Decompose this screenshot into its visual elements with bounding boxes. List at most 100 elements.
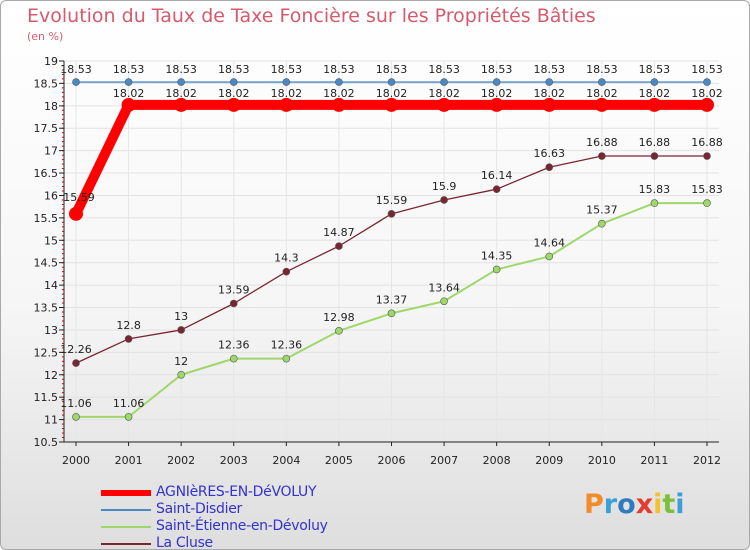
data-label-2: 12.36 [271, 339, 303, 352]
series-point-2 [492, 265, 501, 274]
data-label-2: 15.83 [691, 183, 723, 196]
y-tick-label: 15.5 [34, 212, 59, 225]
series-point-1 [177, 78, 185, 86]
data-label-1: 18.53 [271, 63, 303, 76]
data-label-0: 18.02 [534, 87, 566, 100]
data-label-2: 12.36 [218, 339, 250, 352]
x-tick-label: 2009 [535, 454, 563, 467]
series-point-2 [598, 219, 606, 228]
data-label-0: 15.59 [63, 191, 95, 204]
data-label-2: 14.64 [534, 236, 566, 249]
data-label-0: 18.02 [376, 87, 408, 100]
data-label-2: 12 [174, 355, 188, 368]
data-label-1: 18.53 [691, 63, 723, 76]
data-label-1: 18.53 [639, 63, 671, 76]
series-point-2 [72, 413, 80, 421]
x-tick-label: 2001 [115, 454, 143, 467]
logo-letter: x [635, 489, 654, 520]
series-point-1 [545, 78, 554, 86]
series-point-0 [331, 97, 346, 112]
series-point-1 [650, 78, 659, 86]
x-tick-label: 2011 [640, 454, 668, 467]
series-point-2 [177, 370, 185, 379]
y-tick-label: 18.5 [34, 77, 59, 90]
data-label-2: 13.37 [376, 293, 408, 306]
series-point-1 [229, 78, 238, 86]
data-label-1: 18.53 [481, 63, 513, 76]
series-point-0 [489, 97, 504, 112]
data-label-0: 18.02 [481, 87, 513, 100]
series-point-0 [647, 97, 662, 112]
y-tick-label: 18 [44, 100, 58, 113]
series-point-3 [703, 152, 711, 160]
data-label-3: 12.8 [116, 319, 141, 332]
series-point-3 [72, 359, 80, 367]
series-point-0 [279, 97, 294, 112]
data-label-1: 18.53 [218, 63, 250, 76]
y-tick-label: 17.5 [34, 122, 59, 135]
x-tick-label: 2005 [325, 454, 353, 467]
logo-letter: i [653, 489, 663, 520]
logo-letter: t [662, 489, 676, 520]
data-label-0: 18.02 [691, 87, 723, 100]
y-tick-label: 12 [44, 369, 58, 382]
series-point-2 [124, 413, 133, 421]
data-label-1: 18.53 [113, 63, 145, 76]
series-point-1 [282, 78, 291, 86]
data-label-2: 13.64 [428, 281, 460, 294]
logo-letter: r [603, 489, 618, 520]
y-tick-label: 19 [44, 55, 58, 68]
x-tick-label: 2010 [588, 454, 616, 467]
unit-label: (en %) [27, 30, 64, 43]
series-point-0 [542, 97, 557, 112]
data-label-3: 14.87 [323, 226, 355, 239]
data-label-2: 14.35 [481, 249, 513, 262]
y-tick-label: 15 [44, 234, 58, 247]
data-label-1: 18.53 [586, 63, 618, 76]
series-point-0 [121, 97, 136, 112]
data-label-3: 14.3 [274, 252, 299, 265]
data-label-0: 18.02 [586, 87, 618, 100]
data-label-2: 15.37 [586, 204, 618, 217]
legend-label-saint-etienne: Saint-Étienne-en-Dévoluy [156, 518, 328, 534]
series-point-3 [282, 267, 291, 276]
series-point-1 [335, 78, 343, 86]
y-tick-label: 11 [44, 414, 58, 427]
data-label-0: 18.02 [639, 87, 671, 100]
series-point-3 [440, 196, 448, 204]
legend-swatch-agnieres [101, 490, 151, 496]
logo-letter: i [675, 489, 685, 520]
x-tick-label: 2002 [167, 454, 195, 467]
y-tick-label: 13 [44, 324, 58, 337]
series-point-2 [387, 309, 396, 318]
series-point-0 [700, 97, 714, 112]
y-tick-label: 11.5 [34, 391, 59, 404]
series-point-0 [174, 97, 189, 112]
legend-label-la-cluse: La Cluse [156, 535, 213, 550]
x-tick-label: 2012 [693, 454, 721, 467]
series-point-2 [440, 297, 448, 306]
data-label-2: 15.83 [639, 183, 671, 196]
series-point-3 [177, 326, 185, 334]
data-label-2: 11.06 [60, 397, 92, 410]
x-tick-label: 2007 [430, 454, 458, 467]
y-tick-label: 14 [44, 279, 58, 292]
data-label-0: 18.02 [113, 87, 145, 100]
series-point-2 [282, 354, 291, 363]
y-tick-label: 13.5 [34, 302, 59, 315]
data-label-1: 18.53 [323, 63, 355, 76]
data-label-0: 18.02 [323, 87, 355, 100]
data-label-3: 13.59 [218, 283, 250, 296]
y-tick-label: 10.5 [34, 436, 59, 449]
series-point-0 [594, 97, 609, 112]
data-label-0: 18.02 [428, 87, 460, 100]
proxiti-logo: Proxiti [584, 489, 685, 520]
data-label-1: 18.53 [428, 63, 460, 76]
series-point-2 [229, 354, 238, 363]
series-point-3 [545, 163, 554, 172]
series-point-0 [437, 97, 452, 112]
logo-letter: P [584, 489, 604, 520]
y-tick-label: 16.5 [34, 167, 59, 180]
data-label-1: 18.53 [60, 63, 92, 76]
